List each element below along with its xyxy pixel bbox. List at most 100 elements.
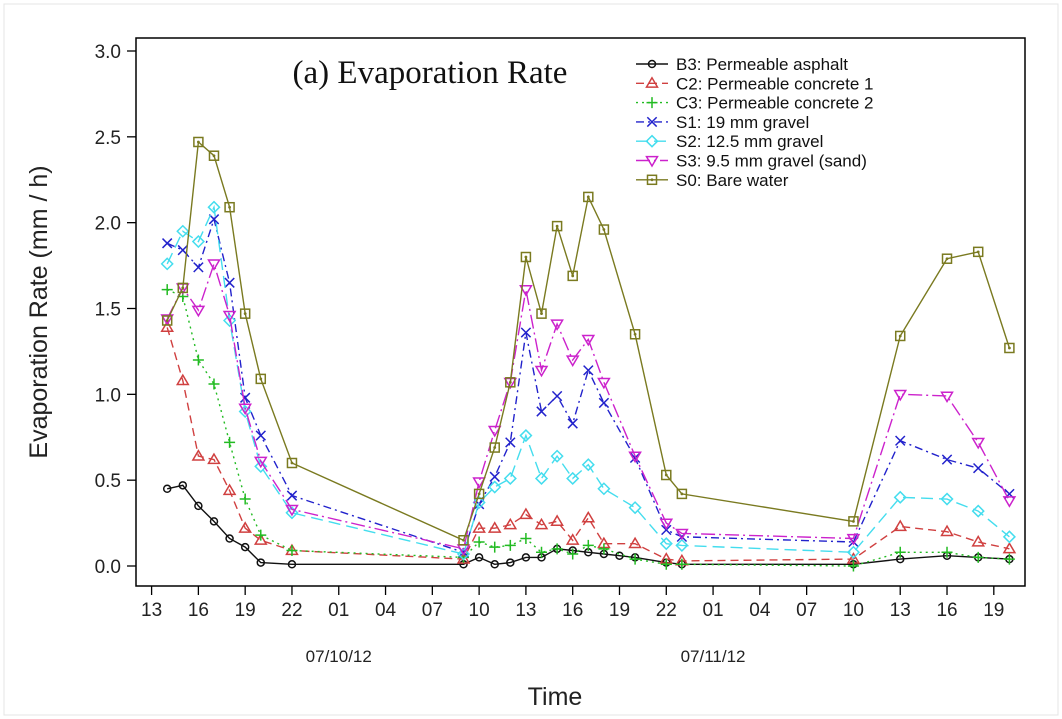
data-point [659,537,673,551]
legend-item: S1: 19 mm gravel [636,113,809,132]
legend-label: C2: Permeable concrete 1 [676,74,874,93]
y-tick-label: 0.5 [95,471,121,492]
data-point [550,319,564,331]
data-point [551,220,563,232]
x-tick-label: 16 [936,600,957,621]
data-point [255,529,267,541]
series-line [166,261,1011,550]
data-point [647,59,657,69]
data-point-center [181,286,185,290]
data-point [846,545,860,559]
outer-frame [3,3,1059,716]
y-tick-label: 0.0 [95,557,121,578]
data-point [676,488,688,500]
data-point [161,284,173,296]
data-point-center [586,195,590,199]
y-axis: 0.0 0.5 1.0 1.5 2.0 2.5 3.0 [95,42,136,578]
data-point [191,449,206,461]
data-point [550,449,564,463]
data-point [566,471,580,486]
y-tick-label: 1.0 [95,385,121,406]
data-point [208,150,220,161]
data-point [519,285,533,297]
data-point [565,533,580,545]
data-point [551,543,563,555]
data-point-center [1008,346,1011,350]
data-point [285,506,299,520]
data-point [456,547,471,561]
data-point [503,471,517,486]
x-tick-label: 07 [422,600,443,621]
data-point [505,377,516,388]
legend-item: S2: 12.5 mm gravel [636,132,823,151]
data-point [628,501,642,515]
data-point [940,492,954,506]
y-tick-label: 1.5 [95,300,121,321]
data-point [847,560,859,572]
data-point [286,545,298,557]
data-point-center [196,140,200,144]
data-point [253,456,268,469]
date-labels: 07/10/12 07/11/12 [306,647,746,666]
data-point [1002,541,1017,554]
data-point [972,551,984,563]
data-point [487,521,502,533]
data-point-center [259,377,263,381]
data-point [238,403,252,416]
legend-label: S1: 19 mm gravel [676,113,809,132]
date-label: 07/11/12 [681,647,746,666]
data-point [567,270,578,282]
data-point [940,391,954,404]
x-tick-label: 19 [609,600,630,621]
data-point [941,454,953,465]
data-point [895,435,906,446]
data-point [208,214,220,225]
data-point [207,200,221,214]
data-point-center [493,446,497,449]
data-point [940,524,954,537]
data-point [598,397,610,409]
data-point-center [243,312,247,316]
data-point [224,201,235,213]
legend-label: S0: Bare water [676,171,789,190]
data-point [534,471,549,486]
data-point-center [571,274,575,278]
y-tick-label: 2.5 [95,128,121,149]
data-point [240,542,250,552]
data-point [489,541,501,553]
x-tick-label: 10 [843,600,864,621]
data-point [503,517,518,530]
data-point [660,558,672,570]
data-point [255,373,267,385]
chart-title: (a) Evaporation Rate [293,55,568,91]
data-point [893,490,907,504]
series-6 [161,136,1015,546]
data-point [534,365,549,378]
x-tick-label: 13 [890,600,911,621]
data-point [223,313,237,328]
data-point [239,392,251,403]
data-point [1003,553,1015,565]
data-point [505,437,516,448]
data-point [581,458,595,472]
data-point [583,365,594,376]
data-point [971,504,985,518]
data-point-center [290,461,294,465]
data-point-center [165,319,169,322]
data-point [581,334,596,347]
data-point [521,553,531,562]
data-point [534,517,549,530]
series-line [166,288,1010,567]
data-point [286,490,298,501]
data-point [489,471,500,482]
data-point-center [524,255,528,259]
data-point [567,548,579,560]
data-point [490,560,499,569]
data-point [1002,530,1016,544]
data-point [222,483,237,496]
data-point [565,355,580,367]
data-point [1002,496,1017,508]
series-2 [161,284,1015,572]
